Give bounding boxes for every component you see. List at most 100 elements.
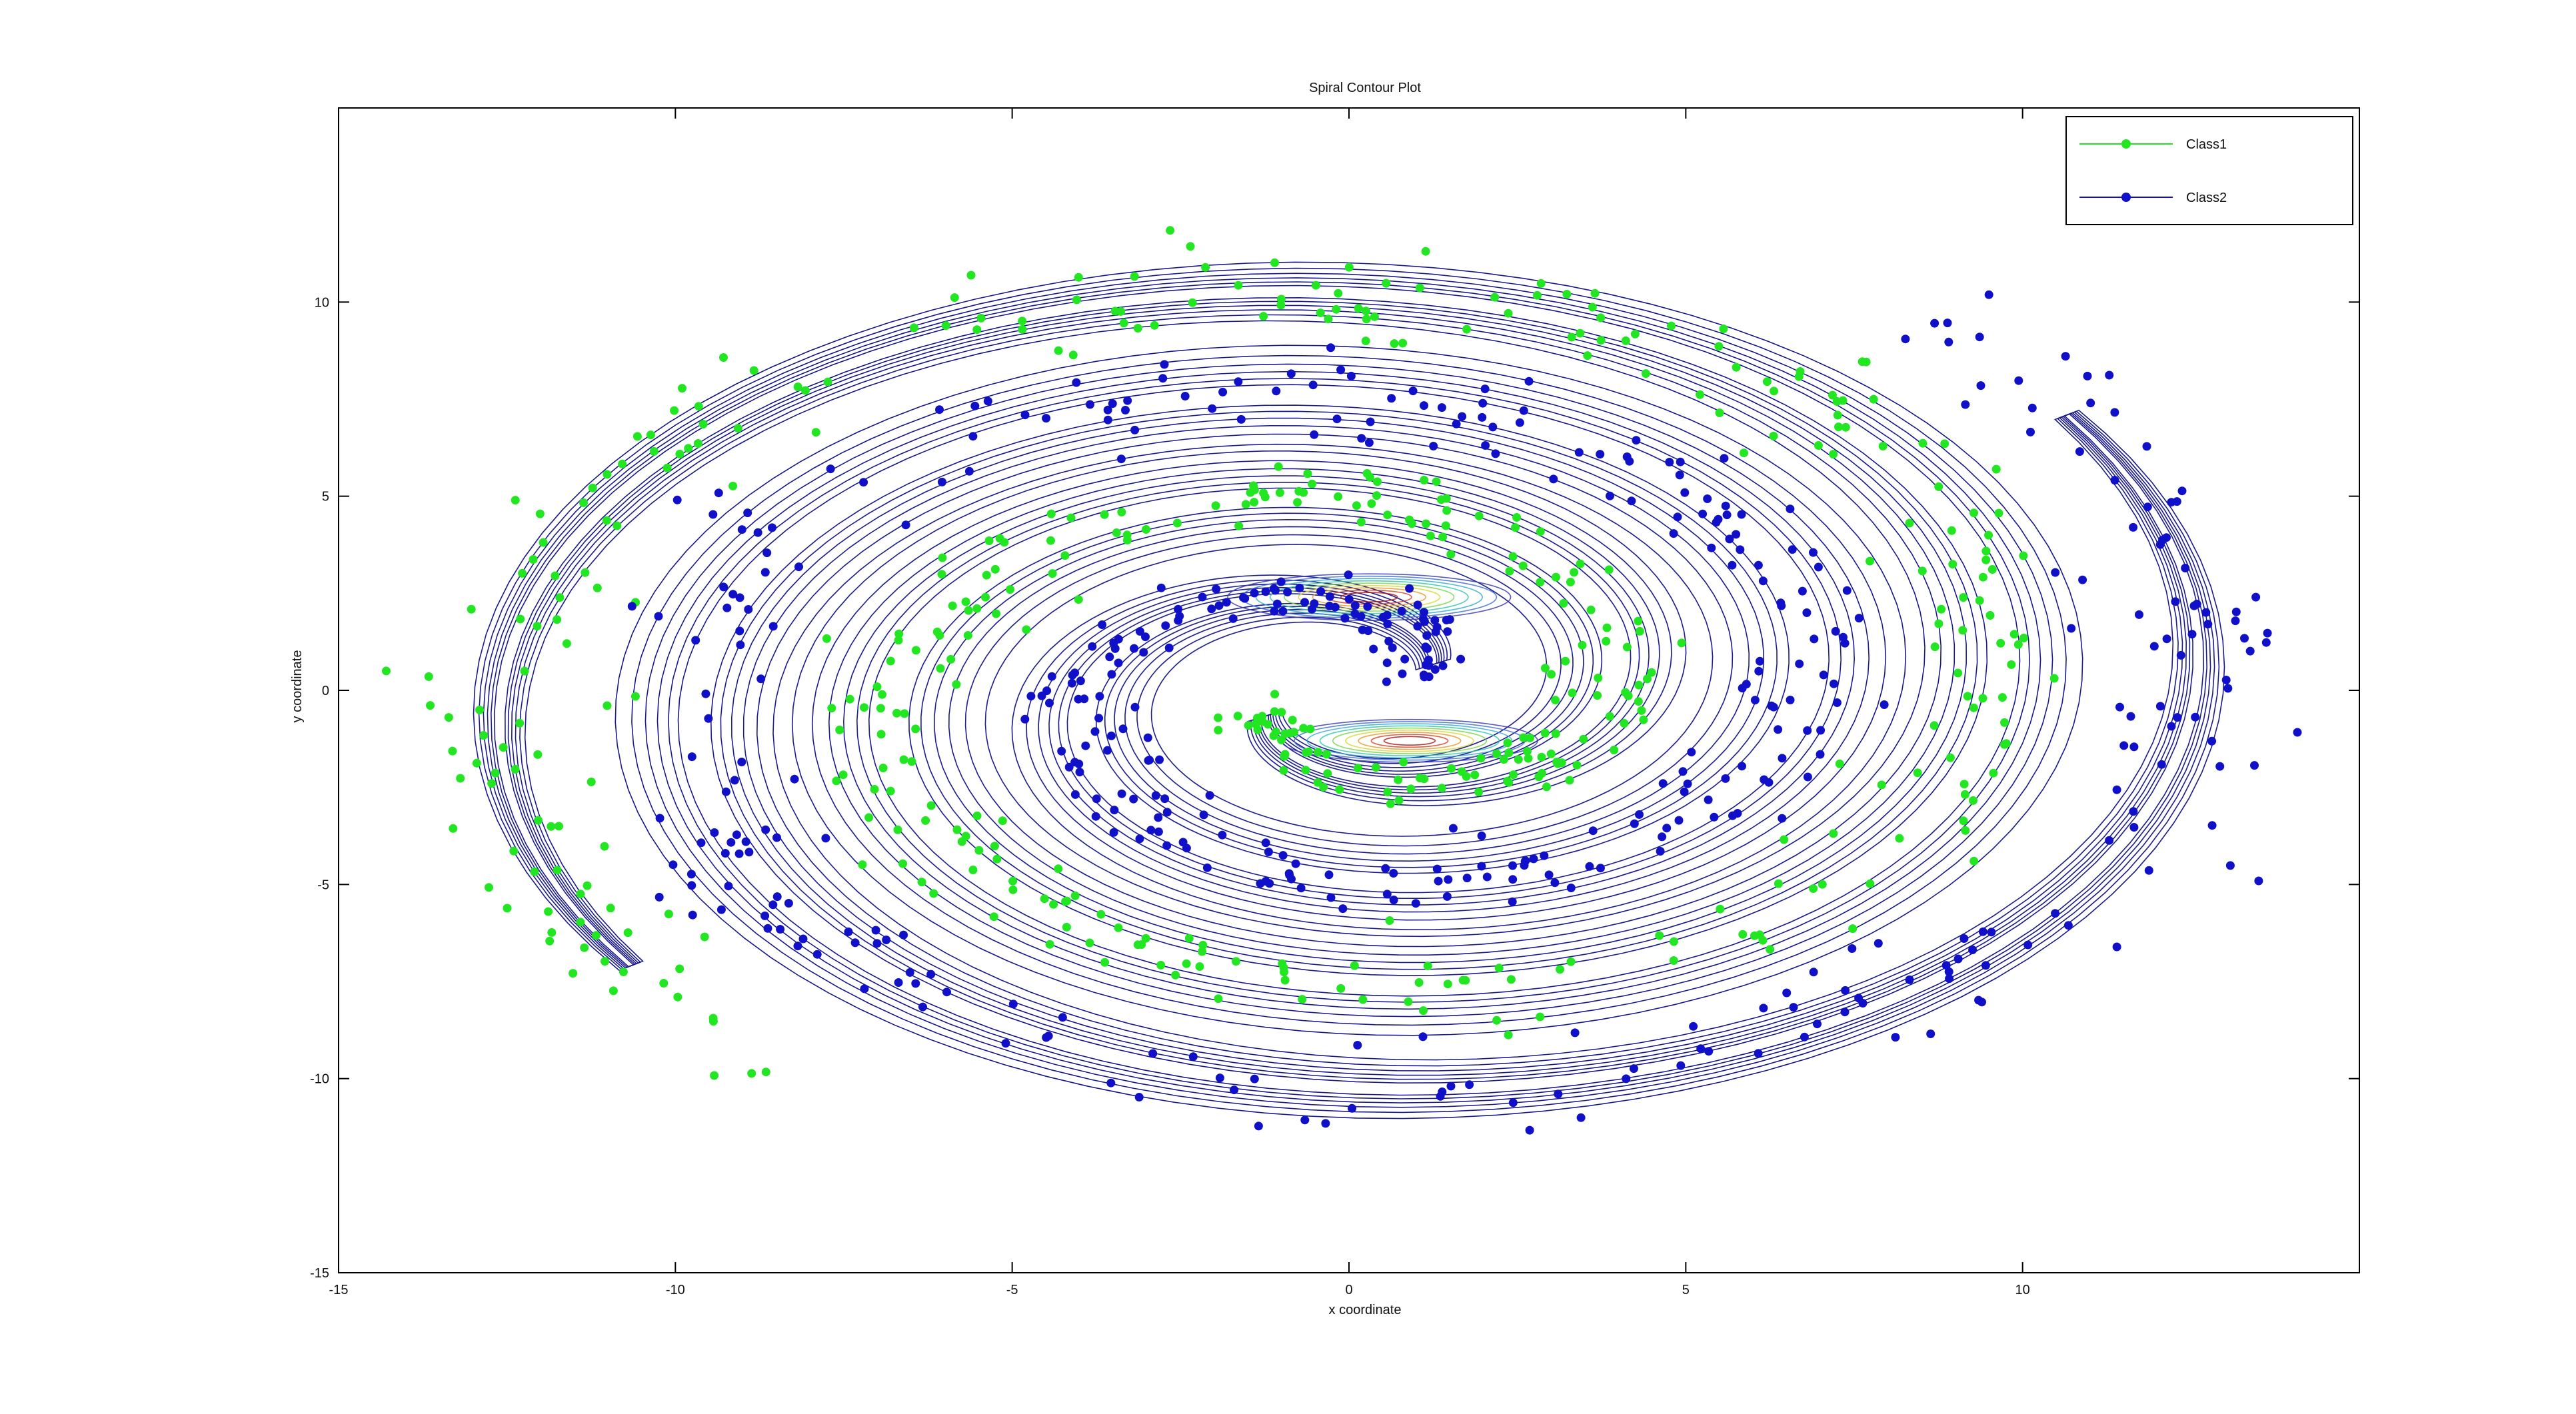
point-Class1-387 [1959, 780, 1969, 789]
point-Class1-1 [579, 498, 588, 507]
point-Class2-13 [1874, 939, 1883, 948]
point-Class1-345 [545, 936, 555, 946]
contour-level-0-2 [483, 273, 2053, 1018]
point-Class2-134 [1270, 606, 1279, 616]
point-Class1-458 [1568, 688, 1577, 698]
point-Class1-148 [992, 854, 1002, 864]
point-Class1-35 [535, 509, 545, 518]
point-Class1-49 [893, 825, 902, 834]
point-Class2-151 [926, 970, 936, 979]
point-Class2-352 [1110, 806, 1119, 815]
point-Class1-150 [1253, 714, 1262, 722]
point-Class1-411 [1442, 506, 1452, 515]
point-Class1-305 [1294, 486, 1304, 496]
point-Class2-173 [1738, 762, 1746, 771]
point-Class1-128 [838, 770, 848, 780]
point-Class2-16 [1789, 1003, 1798, 1012]
point-Class1-293 [1382, 279, 1391, 288]
point-Class2-276 [2162, 533, 2171, 542]
point-Class1-238 [1385, 916, 1394, 925]
point-Class1-211 [1540, 728, 1550, 738]
point-Class1-59 [990, 842, 999, 851]
point-Class2-105 [655, 814, 664, 823]
point-Class1-357 [1407, 519, 1416, 528]
point-Class2-284 [2250, 761, 2259, 770]
point-Class2-277 [1926, 1030, 1935, 1038]
point-Class1-498 [827, 704, 836, 713]
point-Class2-143 [1430, 665, 1440, 674]
point-Class2-172 [1606, 491, 1614, 500]
point-Class1-392 [1556, 965, 1564, 974]
point-Class2-8 [1143, 733, 1152, 742]
point-Class2-221 [1358, 625, 1367, 634]
point-Class1-398 [1361, 337, 1370, 346]
point-Class1-283 [728, 481, 738, 490]
point-Class2-92 [1630, 819, 1639, 828]
point-Class1-446 [1918, 438, 1928, 448]
point-Class1-173 [1878, 442, 1888, 450]
point-Class2-96 [1858, 999, 1868, 1008]
point-Class1-454 [1470, 770, 1480, 780]
point-Class2-503 [860, 984, 869, 994]
point-Class1-125 [1547, 670, 1556, 679]
contour-level-0-4 [490, 281, 2031, 1003]
point-Class1-17 [747, 1069, 756, 1078]
point-Class1-419 [1719, 325, 1728, 333]
point-Class2-505 [1164, 643, 1174, 652]
y-tick-label--10: -10 [310, 1072, 329, 1087]
point-Class2-228 [826, 464, 835, 474]
point-Class1-29 [926, 801, 936, 810]
point-Class1-352 [619, 968, 628, 976]
point-Class1-382 [1070, 891, 1080, 900]
point-Class1-23 [1572, 760, 1582, 770]
point-Class2-390 [1155, 755, 1164, 764]
point-Class1-456 [1818, 880, 1827, 889]
point-Class2-414 [1521, 856, 1530, 866]
point-Class1-441 [1639, 715, 1648, 724]
point-Class2-305 [844, 927, 853, 936]
point-Class2-497 [1840, 1008, 1850, 1017]
point-Class1-427 [1100, 510, 1109, 519]
point-Class1-200 [1415, 283, 1424, 293]
point-Class2-241 [1540, 851, 1549, 860]
point-Class2-265 [1943, 319, 1952, 328]
point-Class1-472 [1322, 750, 1331, 759]
point-Class1-136 [1578, 640, 1587, 650]
point-Class1-47 [1006, 585, 1014, 594]
point-Class1-298 [1441, 521, 1450, 530]
point-Class2-132 [1778, 754, 1787, 763]
point-Class2-279 [2173, 713, 2182, 722]
point-Class2-302 [983, 396, 992, 406]
point-Class2-494 [1722, 510, 1732, 520]
point-Class2-29 [1207, 604, 1216, 614]
point-Class1-257 [1490, 293, 1500, 302]
point-Class1-506 [976, 313, 986, 323]
point-Class1-90 [1621, 336, 1630, 345]
point-Class1-117 [1279, 766, 1288, 775]
point-Class2-137 [2176, 650, 2185, 660]
point-Class1-405 [894, 636, 903, 645]
point-Class2-413 [1714, 514, 1723, 524]
point-Class1-216 [864, 813, 874, 822]
point-Class2-208 [1264, 848, 1273, 856]
point-Class1-170 [1835, 759, 1844, 768]
point-Class2-420 [1218, 830, 1227, 840]
point-Class1-471 [972, 325, 982, 335]
point-Class1-250 [1022, 625, 1031, 634]
point-Class2-313 [736, 640, 745, 650]
point-Class1-331 [1234, 281, 1243, 290]
point-Class2-122 [1754, 560, 1763, 570]
point-Class2-66 [1421, 642, 1430, 652]
point-Class2-129 [753, 528, 762, 537]
point-Class2-108 [1819, 670, 1828, 680]
core-contour-1-8 [1383, 736, 1436, 746]
point-Class2-388 [784, 899, 793, 908]
point-Class1-465 [998, 816, 1007, 826]
point-Class1-275 [1969, 796, 1977, 805]
point-Class2-421 [1944, 967, 1953, 976]
point-Class2-384 [1676, 1061, 1686, 1070]
point-Class2-288 [1108, 399, 1117, 408]
point-Class1-226 [2000, 718, 2009, 727]
chart-title: Spiral Contour Plot [1309, 81, 1421, 95]
point-Class1-274 [1559, 598, 1568, 608]
